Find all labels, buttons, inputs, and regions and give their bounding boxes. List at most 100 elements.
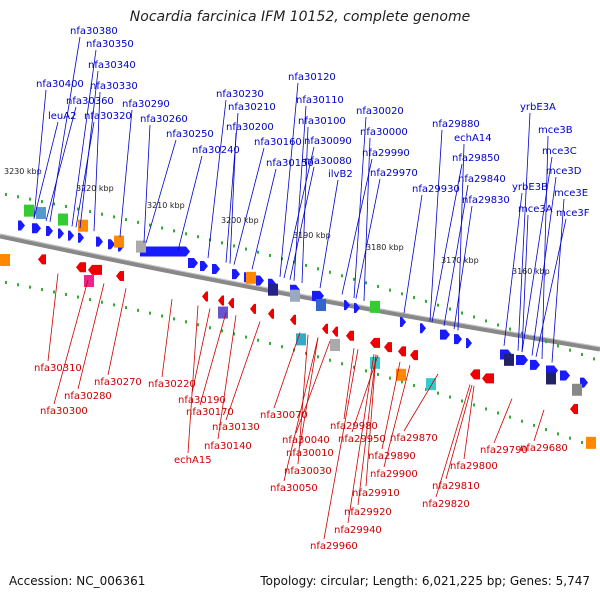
forward-gene-arrow <box>46 226 53 237</box>
tick-mark <box>197 235 199 239</box>
tick-mark <box>473 315 475 319</box>
forward-gene-arrow <box>78 232 84 243</box>
tick-mark <box>569 436 571 440</box>
forward-leader-line <box>119 109 133 237</box>
forward-gene-arrow <box>58 228 64 239</box>
scale-label: 3160 kbp <box>512 267 550 276</box>
forward-leader-line <box>429 129 443 322</box>
forward-gene-label: echA14 <box>454 133 492 144</box>
reverse-gene-label: nfa29870 <box>390 433 438 444</box>
reverse-gene-label: nfa30050 <box>270 483 318 494</box>
tick-mark <box>545 340 547 344</box>
reverse-gene-arrow <box>76 262 86 273</box>
scale-label: 3200 kbp <box>221 216 259 225</box>
tick-mark <box>5 280 7 284</box>
tick-mark <box>233 244 235 248</box>
forward-gene-label: nfa30020 <box>356 106 404 117</box>
reverse-leader-line <box>187 305 199 454</box>
domain-box <box>370 300 380 313</box>
forward-gene-label: nfa30000 <box>360 127 408 138</box>
gene-features <box>0 204 596 449</box>
tick-mark <box>509 327 511 331</box>
reverse-gene-label: nfa30270 <box>94 377 142 388</box>
reverse-leader-line <box>53 279 89 405</box>
tick-mark <box>581 441 583 445</box>
tick-mark <box>329 358 331 362</box>
forward-gene-label: mce3B <box>538 125 573 136</box>
domain-box <box>246 271 256 284</box>
tick-mark <box>125 218 127 222</box>
forward-gene-arrow <box>440 329 450 340</box>
scale-label: 3220 kbp <box>76 184 114 193</box>
tick-mark <box>497 323 499 327</box>
forward-gene-arrow <box>256 275 264 286</box>
forward-gene-arrow <box>212 264 220 275</box>
forward-gene-label: nfa30120 <box>288 72 336 83</box>
reverse-leader-line <box>381 361 401 450</box>
forward-gene-label: nfa30160 <box>254 137 302 148</box>
reverse-gene-label: nfa30310 <box>34 363 82 374</box>
tick-mark <box>317 267 319 271</box>
forward-gene-label: nfa29930 <box>412 184 460 195</box>
reverse-leader-line <box>191 308 211 394</box>
tick-mark <box>53 290 55 294</box>
reverse-leader-line <box>347 353 375 524</box>
tick-mark <box>185 320 187 324</box>
reverse-gene-arrow <box>384 342 392 353</box>
accession-label: Accession: NC_006361 <box>9 574 146 588</box>
domain-box <box>546 372 556 385</box>
reverse-gene-label: nfa29950 <box>338 434 386 445</box>
domain-box <box>0 254 10 266</box>
scale-label: 3230 kbp <box>4 167 42 176</box>
forward-gene-arrow <box>560 370 570 381</box>
tick-mark <box>161 314 163 318</box>
reverse-gene-label: nfa29810 <box>432 481 480 492</box>
tick-mark <box>137 308 139 312</box>
genome-backbone-highlight <box>0 233 600 348</box>
tick-mark <box>329 270 331 274</box>
forward-gene-label: mce3F <box>556 208 590 219</box>
forward-gene-label: nfa30340 <box>88 60 136 71</box>
forward-gene-label: nfa30150 <box>266 158 314 169</box>
tick-mark <box>185 232 187 236</box>
tick-mark <box>17 283 19 287</box>
reverse-gene-label: nfa30070 <box>260 410 308 421</box>
reverse-leader-line <box>463 385 475 460</box>
reverse-gene-arrow <box>370 337 380 348</box>
forward-leader-line <box>93 91 101 232</box>
reverse-gene-label: nfa29900 <box>370 469 418 480</box>
forward-leader-line <box>301 126 309 284</box>
reverse-gene-arrow <box>482 373 494 384</box>
tick-mark <box>113 215 115 219</box>
tick-mark <box>509 415 511 419</box>
reverse-leader-line <box>383 365 411 468</box>
forward-gene-label: nfa30200 <box>226 122 274 133</box>
forward-leader-line <box>541 135 549 360</box>
tick-mark <box>401 380 403 384</box>
reverse-gene-arrow <box>570 404 578 415</box>
reverse-gene-label: echA15 <box>174 455 212 466</box>
tick-mark <box>413 296 415 300</box>
tick-mark <box>137 220 139 224</box>
tick-mark <box>233 332 235 336</box>
forward-leader-line <box>551 198 565 363</box>
forward-gene-label: mce3A <box>518 204 553 215</box>
tick-mark <box>593 357 595 361</box>
reverse-gene-label: nfa30220 <box>148 379 196 390</box>
reverse-gene-label: nfa29820 <box>422 499 470 510</box>
forward-gene-label: yrbE3A <box>520 102 556 113</box>
forward-gene-label: nfa30320 <box>84 111 132 122</box>
tick-mark <box>485 407 487 411</box>
domain-box <box>572 383 582 396</box>
reverse-leader-line <box>493 398 513 444</box>
reverse-gene-label: nfa29680 <box>520 443 568 454</box>
reverse-gene-arrow <box>322 323 328 334</box>
forward-leader-line <box>403 194 423 314</box>
reverse-gene-arrow <box>398 346 406 357</box>
forward-gene-label: nfa30210 <box>228 102 276 113</box>
tick-mark <box>221 241 223 245</box>
forward-leader-line <box>457 143 465 331</box>
forward-leader-line <box>289 166 315 280</box>
